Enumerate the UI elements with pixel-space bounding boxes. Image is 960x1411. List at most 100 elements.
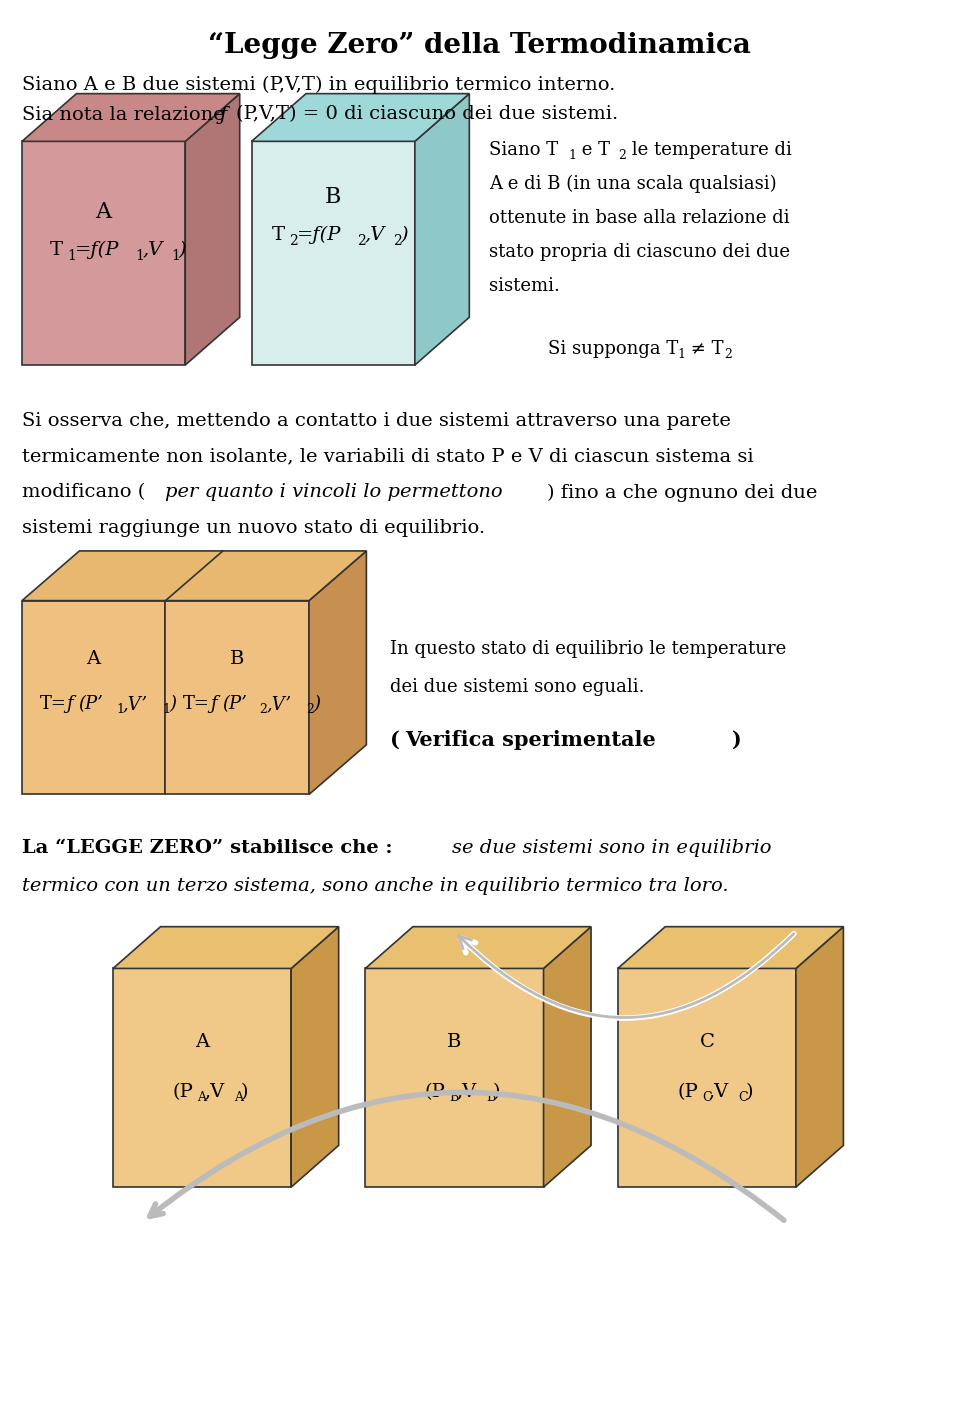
Text: 1: 1 xyxy=(677,349,685,361)
Polygon shape xyxy=(366,927,591,968)
Text: Si supponga T: Si supponga T xyxy=(548,340,679,358)
Text: per quanto i vincoli lo permettono: per quanto i vincoli lo permettono xyxy=(165,484,503,501)
Text: 1: 1 xyxy=(162,703,171,715)
Text: ottenute in base alla relazione di: ottenute in base alla relazione di xyxy=(489,209,790,227)
Text: 2: 2 xyxy=(306,703,314,715)
Text: 1: 1 xyxy=(135,248,145,262)
Polygon shape xyxy=(165,601,309,794)
Text: ƒ: ƒ xyxy=(66,696,73,713)
Text: T: T xyxy=(50,241,62,258)
Text: ,V: ,V xyxy=(365,226,385,244)
Polygon shape xyxy=(113,927,339,968)
Text: 1: 1 xyxy=(67,248,77,262)
Text: ,V: ,V xyxy=(456,1082,477,1101)
Text: ) fino a che ognuno dei due: ) fino a che ognuno dei due xyxy=(546,484,817,501)
Text: ƒ: ƒ xyxy=(220,106,228,124)
Text: ,V: ,V xyxy=(708,1082,729,1101)
Text: A e di B (in una scala qualsiasi): A e di B (in una scala qualsiasi) xyxy=(489,175,777,193)
Text: 1: 1 xyxy=(116,703,124,715)
Polygon shape xyxy=(252,93,469,141)
Text: ≠ T: ≠ T xyxy=(685,340,724,358)
Text: (P: (P xyxy=(424,1082,445,1101)
Text: B: B xyxy=(447,1033,462,1051)
Text: “Legge Zero” della Termodinamica: “Legge Zero” della Termodinamica xyxy=(207,32,751,59)
Text: Verifica sperimentale: Verifica sperimentale xyxy=(405,729,656,749)
Polygon shape xyxy=(796,927,844,1187)
Text: Si osserva che, mettendo a contatto i due sistemi attraverso una parete: Si osserva che, mettendo a contatto i du… xyxy=(22,412,731,430)
Polygon shape xyxy=(618,968,796,1187)
Text: se due sistemi sono in equilibrio: se due sistemi sono in equilibrio xyxy=(451,840,771,858)
Text: T: T xyxy=(272,226,284,244)
Text: le temperature di: le temperature di xyxy=(626,141,792,159)
Text: Siano A e B due sistemi (P,V,T) in equilibrio termico interno.: Siano A e B due sistemi (P,V,T) in equil… xyxy=(22,76,615,95)
Polygon shape xyxy=(22,141,185,365)
Polygon shape xyxy=(22,550,367,601)
Text: (P: (P xyxy=(677,1082,698,1101)
Text: In questo stato di equilibrio le temperature: In questo stato di equilibrio le tempera… xyxy=(390,641,786,659)
Text: ): ) xyxy=(493,1082,500,1101)
Text: (P,V,T) = 0 di ciascuno dei due sistemi.: (P,V,T) = 0 di ciascuno dei due sistemi. xyxy=(236,106,618,124)
Polygon shape xyxy=(22,601,165,794)
Polygon shape xyxy=(185,93,240,365)
Polygon shape xyxy=(291,927,339,1187)
Text: ,V: ,V xyxy=(143,241,163,258)
Text: 2: 2 xyxy=(289,234,298,248)
Text: 2: 2 xyxy=(393,234,402,248)
Text: A: A xyxy=(86,650,100,669)
Text: B: B xyxy=(324,186,341,207)
Text: B: B xyxy=(486,1091,495,1103)
Text: ,V: ,V xyxy=(204,1082,225,1101)
Text: A: A xyxy=(195,1033,209,1051)
Text: Sia nota la relazione: Sia nota la relazione xyxy=(22,106,231,124)
Text: A: A xyxy=(197,1091,206,1103)
Text: ƒ: ƒ xyxy=(210,696,217,713)
Text: ): ) xyxy=(241,1082,249,1101)
Polygon shape xyxy=(252,141,415,365)
Text: ): ) xyxy=(179,241,186,258)
Text: ,V’: ,V’ xyxy=(267,696,292,713)
Text: sistemi raggiunge un nuovo stato di equilibrio.: sistemi raggiunge un nuovo stato di equi… xyxy=(22,519,485,538)
Text: ): ) xyxy=(400,226,408,244)
Polygon shape xyxy=(366,968,543,1187)
Text: A: A xyxy=(234,1091,243,1103)
Text: ): ) xyxy=(313,696,320,713)
Text: modificano (: modificano ( xyxy=(22,484,145,501)
Polygon shape xyxy=(415,93,469,365)
Text: T=: T= xyxy=(183,696,210,713)
Text: La “LEGGE ZERO” stabilisce che :: La “LEGGE ZERO” stabilisce che : xyxy=(22,840,399,858)
Text: C: C xyxy=(738,1091,748,1103)
Text: ): ) xyxy=(745,1082,753,1101)
Polygon shape xyxy=(309,550,367,794)
Text: 2: 2 xyxy=(725,349,732,361)
Text: C: C xyxy=(702,1091,711,1103)
Text: B: B xyxy=(449,1091,459,1103)
Polygon shape xyxy=(618,927,844,968)
Text: 1: 1 xyxy=(172,248,180,262)
Text: Siano T: Siano T xyxy=(489,141,558,159)
Text: (P: (P xyxy=(173,1082,193,1101)
Text: sistemi.: sistemi. xyxy=(489,277,560,295)
Text: ): ) xyxy=(170,696,177,713)
Text: (P’: (P’ xyxy=(79,696,104,713)
Polygon shape xyxy=(113,968,291,1187)
Polygon shape xyxy=(22,93,240,141)
Text: 1: 1 xyxy=(568,150,576,162)
Text: T=: T= xyxy=(39,696,66,713)
Text: C: C xyxy=(700,1033,714,1051)
Text: termicamente non isolante, le variabili di stato P e V di ciascun sistema si: termicamente non isolante, le variabili … xyxy=(22,447,754,466)
Text: dei due sistemi sono eguali.: dei due sistemi sono eguali. xyxy=(390,679,645,696)
Text: ): ) xyxy=(732,729,741,749)
Text: 2: 2 xyxy=(618,150,626,162)
Text: =ƒ(P: =ƒ(P xyxy=(297,226,342,244)
Text: 2: 2 xyxy=(259,703,268,715)
Text: termico con un terzo sistema, sono anche in equilibrio termico tra loro.: termico con un terzo sistema, sono anche… xyxy=(22,878,729,895)
Polygon shape xyxy=(543,927,591,1187)
Text: stato propria di ciascuno dei due: stato propria di ciascuno dei due xyxy=(489,243,790,261)
Text: (P’: (P’ xyxy=(222,696,247,713)
Text: B: B xyxy=(229,650,244,669)
Text: (: ( xyxy=(390,729,400,749)
Text: ,V’: ,V’ xyxy=(123,696,148,713)
Text: =ƒ(P: =ƒ(P xyxy=(76,241,120,260)
Text: A: A xyxy=(95,200,111,223)
Text: e T: e T xyxy=(576,141,611,159)
